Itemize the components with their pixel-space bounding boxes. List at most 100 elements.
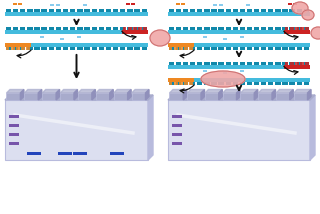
Bar xyxy=(205,93,219,100)
Bar xyxy=(294,93,308,100)
Bar xyxy=(204,82,210,85)
Bar xyxy=(126,3,130,5)
Bar xyxy=(176,9,181,12)
Bar xyxy=(92,9,97,12)
Bar xyxy=(70,47,76,50)
Bar xyxy=(184,82,188,85)
Bar xyxy=(305,27,309,30)
Bar xyxy=(34,47,40,50)
Bar xyxy=(169,82,172,85)
Bar xyxy=(6,47,11,50)
Bar xyxy=(60,93,74,100)
Bar xyxy=(70,9,76,12)
Bar xyxy=(295,62,299,65)
Bar xyxy=(27,9,33,12)
Bar xyxy=(204,62,210,65)
Bar xyxy=(96,93,110,100)
Bar xyxy=(290,62,294,65)
Polygon shape xyxy=(168,95,315,100)
Bar xyxy=(42,93,56,100)
Bar xyxy=(282,62,288,65)
Bar xyxy=(184,47,188,50)
Bar xyxy=(179,47,183,50)
Bar xyxy=(189,82,193,85)
Polygon shape xyxy=(146,89,149,100)
Bar xyxy=(120,27,125,30)
Bar xyxy=(6,93,20,100)
Bar xyxy=(268,27,273,30)
Bar xyxy=(5,12,148,16)
Bar xyxy=(204,47,210,50)
Bar xyxy=(127,27,132,30)
Polygon shape xyxy=(96,89,113,93)
Bar xyxy=(226,47,231,50)
Bar xyxy=(233,82,238,85)
Bar xyxy=(284,62,288,65)
Bar xyxy=(268,82,273,85)
Bar xyxy=(40,36,44,38)
Bar xyxy=(27,27,33,30)
Bar xyxy=(78,93,92,100)
Bar xyxy=(223,38,227,40)
Polygon shape xyxy=(42,89,60,93)
Bar xyxy=(211,9,217,12)
Bar xyxy=(254,9,259,12)
Bar xyxy=(176,62,181,65)
Bar xyxy=(247,62,252,65)
Bar xyxy=(268,47,273,50)
Bar xyxy=(204,27,210,30)
Polygon shape xyxy=(187,89,204,93)
Bar xyxy=(120,9,125,12)
Bar xyxy=(110,152,124,155)
Bar xyxy=(168,65,310,69)
Bar xyxy=(113,9,118,12)
Bar xyxy=(174,82,178,85)
Bar xyxy=(203,36,207,38)
Bar xyxy=(141,9,147,12)
Bar xyxy=(169,27,174,30)
Bar xyxy=(113,27,118,30)
Bar xyxy=(289,82,295,85)
Bar xyxy=(289,47,295,50)
Bar xyxy=(63,47,68,50)
Bar xyxy=(77,9,83,12)
Bar xyxy=(141,27,147,30)
Bar xyxy=(183,62,188,65)
Bar xyxy=(213,4,217,6)
Bar xyxy=(284,27,288,30)
Bar xyxy=(127,47,132,50)
Bar xyxy=(179,82,183,85)
Bar xyxy=(197,47,203,50)
Bar xyxy=(183,9,188,12)
Bar xyxy=(27,152,41,155)
Bar xyxy=(268,9,273,12)
Bar xyxy=(297,27,302,30)
Bar xyxy=(275,62,281,65)
Polygon shape xyxy=(20,89,24,100)
Bar xyxy=(169,47,172,50)
Bar xyxy=(9,115,19,117)
Bar xyxy=(127,9,132,12)
Bar xyxy=(282,27,288,30)
Polygon shape xyxy=(92,89,95,100)
Bar xyxy=(5,100,148,160)
Bar xyxy=(84,27,90,30)
Bar xyxy=(42,9,47,12)
Bar xyxy=(226,9,231,12)
Bar xyxy=(197,9,203,12)
Bar xyxy=(211,27,217,30)
Polygon shape xyxy=(258,89,276,93)
Bar xyxy=(134,27,140,30)
Polygon shape xyxy=(78,89,95,93)
Bar xyxy=(258,93,272,100)
Bar xyxy=(240,70,244,72)
Bar xyxy=(172,142,182,144)
Polygon shape xyxy=(240,89,258,93)
Polygon shape xyxy=(276,89,293,93)
Bar xyxy=(183,27,188,30)
Bar xyxy=(56,27,61,30)
Bar xyxy=(219,82,224,85)
Bar xyxy=(6,9,11,12)
Bar xyxy=(233,27,238,30)
Bar xyxy=(27,47,33,50)
